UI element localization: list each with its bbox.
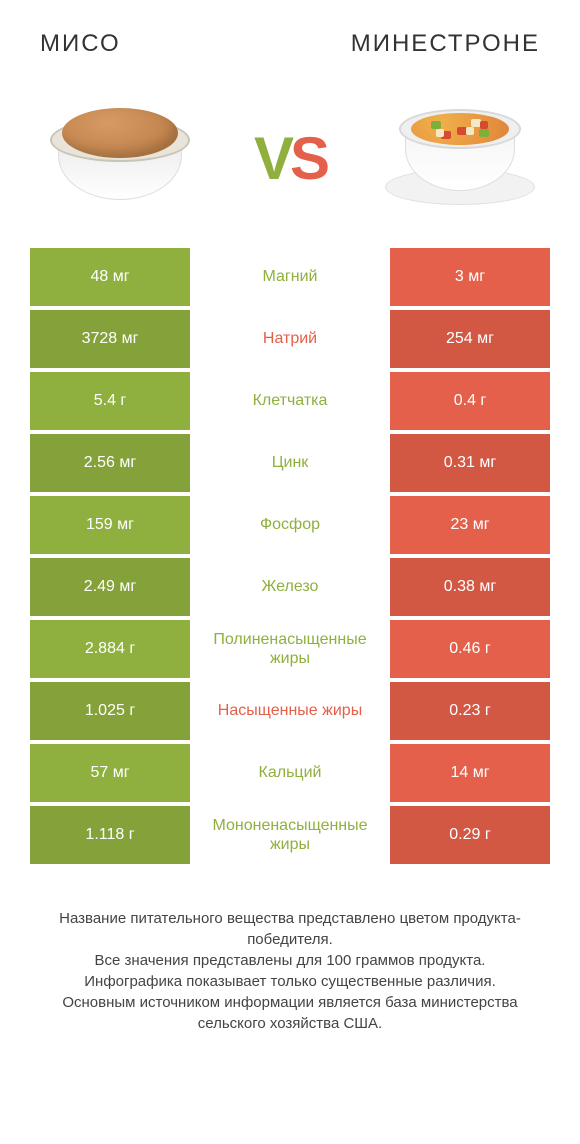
table-row: 2.49 мгЖелезо0.38 мг bbox=[30, 558, 550, 616]
vs-label: VS bbox=[254, 124, 326, 193]
left-value: 57 мг bbox=[30, 744, 190, 802]
table-row: 57 мгКальций14 мг bbox=[30, 744, 550, 802]
left-value: 2.49 мг bbox=[30, 558, 190, 616]
left-value: 2.56 мг bbox=[30, 434, 190, 492]
header: МИСО МИНЕСТРОНЕ bbox=[0, 0, 580, 78]
right-value: 14 мг bbox=[390, 744, 550, 802]
minestrone-bowl-icon bbox=[385, 103, 535, 213]
comparison-table: 48 мгМагний3 мг3728 мгНатрий254 мг5.4 гК… bbox=[0, 248, 580, 864]
nutrient-label: Железо bbox=[190, 558, 390, 616]
right-value: 0.29 г bbox=[390, 806, 550, 864]
left-product-title: МИСО bbox=[40, 30, 121, 58]
nutrient-label: Мононенасыщенные жиры bbox=[190, 806, 390, 864]
left-value: 159 мг bbox=[30, 496, 190, 554]
left-value: 1.118 г bbox=[30, 806, 190, 864]
table-row: 2.884 гПолиненасыщенные жиры0.46 г bbox=[30, 620, 550, 678]
table-row: 3728 мгНатрий254 мг bbox=[30, 310, 550, 368]
right-value: 0.23 г bbox=[390, 682, 550, 740]
nutrient-label: Насыщенные жиры bbox=[190, 682, 390, 740]
table-row: 1.025 гНасыщенные жиры0.23 г bbox=[30, 682, 550, 740]
right-product-title: МИНЕСТРОНЕ bbox=[351, 30, 540, 58]
footer-notes: Название питательного вещества представл… bbox=[0, 868, 580, 1034]
nutrient-label: Кальций bbox=[190, 744, 390, 802]
left-product-image bbox=[40, 98, 200, 218]
right-value: 0.38 мг bbox=[390, 558, 550, 616]
right-value: 0.31 мг bbox=[390, 434, 550, 492]
left-value: 5.4 г bbox=[30, 372, 190, 430]
left-value: 3728 мг bbox=[30, 310, 190, 368]
nutrient-label: Фосфор bbox=[190, 496, 390, 554]
right-value: 254 мг bbox=[390, 310, 550, 368]
right-product-image bbox=[380, 98, 540, 218]
miso-bowl-icon bbox=[50, 108, 190, 208]
right-value: 23 мг bbox=[390, 496, 550, 554]
left-value: 2.884 г bbox=[30, 620, 190, 678]
right-value: 3 мг bbox=[390, 248, 550, 306]
vs-s: S bbox=[290, 125, 326, 192]
right-value: 0.46 г bbox=[390, 620, 550, 678]
table-row: 48 мгМагний3 мг bbox=[30, 248, 550, 306]
nutrient-label: Магний bbox=[190, 248, 390, 306]
table-row: 2.56 мгЦинк0.31 мг bbox=[30, 434, 550, 492]
table-row: 5.4 гКлетчатка0.4 г bbox=[30, 372, 550, 430]
vs-v: V bbox=[254, 125, 290, 192]
left-value: 1.025 г bbox=[30, 682, 190, 740]
nutrient-label: Полиненасыщенные жиры bbox=[190, 620, 390, 678]
footer-line: Основным источником информации является … bbox=[30, 992, 550, 1034]
footer-line: Инфографика показывает только существенн… bbox=[30, 971, 550, 992]
right-value: 0.4 г bbox=[390, 372, 550, 430]
images-row: VS bbox=[0, 78, 580, 248]
left-value: 48 мг bbox=[30, 248, 190, 306]
nutrient-label: Цинк bbox=[190, 434, 390, 492]
nutrient-label: Клетчатка bbox=[190, 372, 390, 430]
footer-line: Название питательного вещества представл… bbox=[30, 908, 550, 950]
table-row: 159 мгФосфор23 мг bbox=[30, 496, 550, 554]
table-row: 1.118 гМононенасыщенные жиры0.29 г bbox=[30, 806, 550, 864]
nutrient-label: Натрий bbox=[190, 310, 390, 368]
footer-line: Все значения представлены для 100 граммо… bbox=[30, 950, 550, 971]
